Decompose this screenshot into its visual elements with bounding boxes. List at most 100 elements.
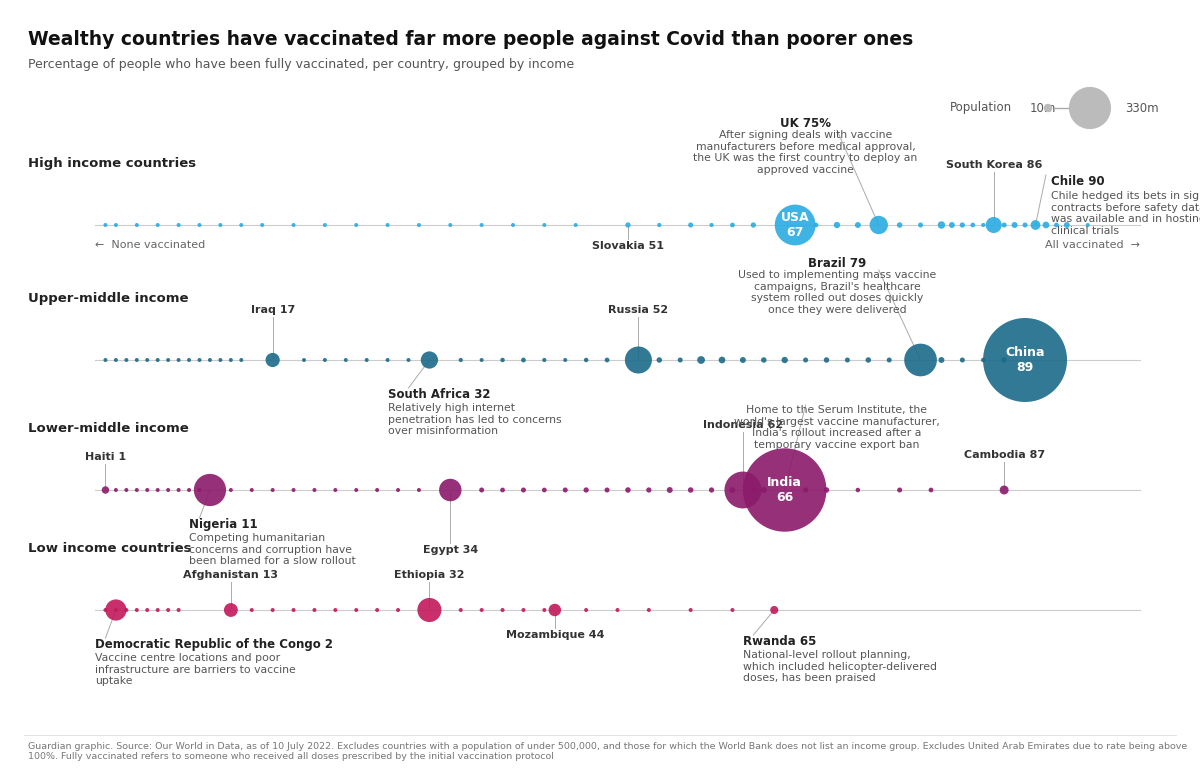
Text: South Africa 32: South Africa 32 <box>388 388 490 401</box>
Circle shape <box>134 358 139 362</box>
Text: China
89: China 89 <box>1006 346 1045 374</box>
Text: Chile 90: Chile 90 <box>1051 175 1104 188</box>
Circle shape <box>949 222 955 228</box>
Circle shape <box>229 488 233 492</box>
Circle shape <box>103 358 108 362</box>
Text: Wealthy countries have vaccinated far more people against Covid than poorer ones: Wealthy countries have vaccinated far mo… <box>28 30 913 49</box>
Circle shape <box>250 488 253 492</box>
Circle shape <box>1064 222 1070 228</box>
Circle shape <box>302 358 306 362</box>
Circle shape <box>125 358 128 362</box>
Circle shape <box>511 223 515 227</box>
Circle shape <box>114 223 118 227</box>
Circle shape <box>751 222 756 228</box>
Circle shape <box>740 357 746 363</box>
Circle shape <box>145 358 149 362</box>
Text: Vaccine centre locations and poor
infrastructure are barriers to vaccine
uptake: Vaccine centre locations and poor infras… <box>95 653 295 686</box>
Circle shape <box>376 608 379 612</box>
Circle shape <box>156 608 160 612</box>
Circle shape <box>803 357 808 363</box>
Text: Rwanda 65: Rwanda 65 <box>743 635 816 648</box>
Circle shape <box>775 204 816 246</box>
Text: Relatively high internet
penetration has led to concerns
over misinformation: Relatively high internet penetration has… <box>388 403 562 436</box>
Text: Indonesia 62: Indonesia 62 <box>703 420 782 430</box>
Circle shape <box>678 357 683 363</box>
Circle shape <box>260 223 264 227</box>
Circle shape <box>937 222 946 229</box>
Circle shape <box>905 344 937 376</box>
Circle shape <box>385 358 390 362</box>
Circle shape <box>418 598 442 622</box>
Circle shape <box>688 222 694 228</box>
Circle shape <box>743 448 827 532</box>
Circle shape <box>898 488 902 492</box>
Circle shape <box>198 223 202 227</box>
Circle shape <box>1054 222 1058 228</box>
Circle shape <box>1043 222 1049 229</box>
Circle shape <box>343 358 348 362</box>
Circle shape <box>125 488 128 492</box>
Text: Slovakia 51: Slovakia 51 <box>592 241 664 251</box>
Circle shape <box>407 358 410 362</box>
Circle shape <box>982 358 985 362</box>
Circle shape <box>114 488 118 492</box>
Circle shape <box>803 488 809 493</box>
Circle shape <box>1012 222 1018 228</box>
Circle shape <box>365 358 368 362</box>
Circle shape <box>656 357 662 363</box>
Circle shape <box>176 488 181 492</box>
Circle shape <box>194 474 226 506</box>
Circle shape <box>376 488 379 492</box>
Circle shape <box>103 223 108 227</box>
Circle shape <box>134 223 139 227</box>
Circle shape <box>814 222 818 228</box>
Circle shape <box>134 488 139 492</box>
Text: Guardian graphic. Source: Our World in Data, as of 10 July 2022. Excludes countr: Guardian graphic. Source: Our World in D… <box>28 742 1187 761</box>
Text: South Korea 86: South Korea 86 <box>946 160 1042 170</box>
Circle shape <box>323 358 326 362</box>
Circle shape <box>781 356 788 363</box>
Circle shape <box>1069 87 1110 129</box>
Circle shape <box>725 472 761 509</box>
Circle shape <box>458 608 463 612</box>
Circle shape <box>385 223 390 227</box>
Circle shape <box>480 358 484 362</box>
Circle shape <box>416 488 421 492</box>
Circle shape <box>834 222 840 229</box>
Circle shape <box>187 488 191 492</box>
Text: Lower-middle income: Lower-middle income <box>28 422 188 435</box>
Circle shape <box>103 608 108 612</box>
Circle shape <box>521 357 526 363</box>
Circle shape <box>971 222 976 228</box>
Circle shape <box>584 358 588 362</box>
Circle shape <box>709 488 714 493</box>
Circle shape <box>625 222 630 228</box>
Circle shape <box>134 608 139 612</box>
Circle shape <box>224 603 238 617</box>
Text: Home to the Serum Institute, the
world's largest vaccine manufacturer,
India's r: Home to the Serum Institute, the world's… <box>734 405 940 450</box>
Circle shape <box>751 488 756 493</box>
Circle shape <box>982 223 985 227</box>
Text: Population: Population <box>950 101 1012 115</box>
Circle shape <box>563 358 568 362</box>
Circle shape <box>458 358 463 362</box>
Circle shape <box>323 223 326 227</box>
Circle shape <box>292 223 295 227</box>
Circle shape <box>439 479 462 502</box>
Circle shape <box>239 358 244 362</box>
Circle shape <box>823 357 829 363</box>
Circle shape <box>985 217 1002 233</box>
Circle shape <box>522 608 526 612</box>
Circle shape <box>334 488 337 492</box>
Text: Chile hedged its bets in signing
contracts before safety data
was available and : Chile hedged its bets in signing contrac… <box>1051 191 1200 236</box>
Circle shape <box>1002 357 1007 363</box>
Circle shape <box>1022 222 1027 228</box>
Circle shape <box>918 222 923 228</box>
Circle shape <box>761 357 767 363</box>
Circle shape <box>563 488 568 492</box>
Circle shape <box>854 222 860 228</box>
Circle shape <box>658 223 661 227</box>
Circle shape <box>667 487 673 493</box>
Circle shape <box>574 223 577 227</box>
Circle shape <box>697 356 704 364</box>
